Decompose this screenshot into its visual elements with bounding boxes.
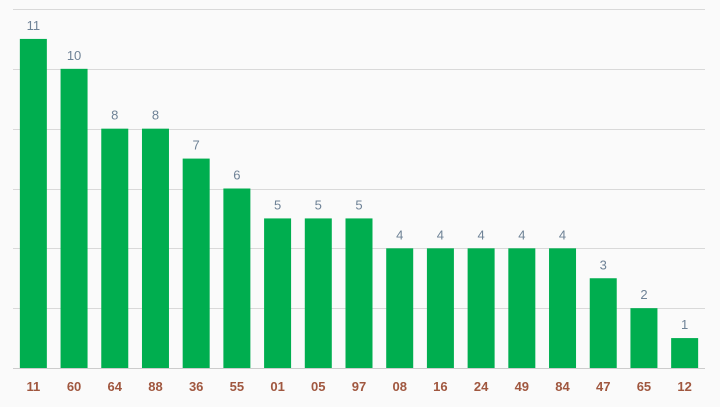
x-tick-label: 36 — [189, 379, 203, 394]
bar — [426, 248, 454, 368]
data-label: 6 — [233, 168, 240, 183]
data-label: 2 — [640, 287, 647, 302]
bar — [630, 308, 658, 368]
bar — [589, 278, 617, 368]
data-label: 4 — [478, 227, 485, 242]
bar — [386, 248, 414, 368]
x-tick-label: 49 — [515, 379, 529, 394]
data-label: 11 — [27, 18, 41, 33]
x-tick-label: 11 — [26, 379, 40, 394]
data-label: 3 — [600, 257, 607, 272]
x-tick-label: 24 — [474, 379, 489, 394]
data-label: 8 — [111, 108, 118, 123]
x-tick-label: 60 — [67, 379, 81, 394]
x-tick-label: 88 — [148, 379, 162, 394]
x-tick-label: 01 — [270, 379, 284, 394]
bar — [671, 338, 699, 368]
bar — [60, 68, 88, 368]
data-label: 10 — [67, 48, 81, 63]
x-tick-label: 65 — [637, 379, 651, 394]
bar — [101, 128, 129, 368]
bar — [182, 158, 210, 368]
bar — [264, 218, 292, 368]
bar — [304, 218, 332, 368]
bar — [508, 248, 536, 368]
x-tick-label: 64 — [108, 379, 123, 394]
bar — [467, 248, 495, 368]
bar — [141, 128, 169, 368]
x-tick-label: 84 — [555, 379, 570, 394]
bar — [223, 188, 251, 368]
bar — [549, 248, 577, 368]
data-label: 4 — [437, 227, 444, 242]
data-label: 4 — [396, 227, 403, 242]
data-label: 5 — [274, 197, 281, 212]
data-label: 5 — [355, 197, 362, 212]
data-label: 5 — [315, 197, 322, 212]
bar — [19, 38, 47, 369]
x-tick-label: 47 — [596, 379, 610, 394]
data-label: 1 — [681, 317, 688, 332]
data-label: 4 — [518, 227, 525, 242]
x-tick-label: 12 — [677, 379, 691, 394]
x-tick-label: 16 — [433, 379, 447, 394]
x-tick-label: 55 — [230, 379, 244, 394]
data-label: 4 — [559, 227, 566, 242]
x-tick-label: 08 — [392, 379, 406, 394]
bar — [345, 218, 373, 368]
x-tick-label: 97 — [352, 379, 366, 394]
data-label: 8 — [152, 108, 159, 123]
x-tick-label: 05 — [311, 379, 325, 394]
data-label: 7 — [193, 138, 200, 153]
